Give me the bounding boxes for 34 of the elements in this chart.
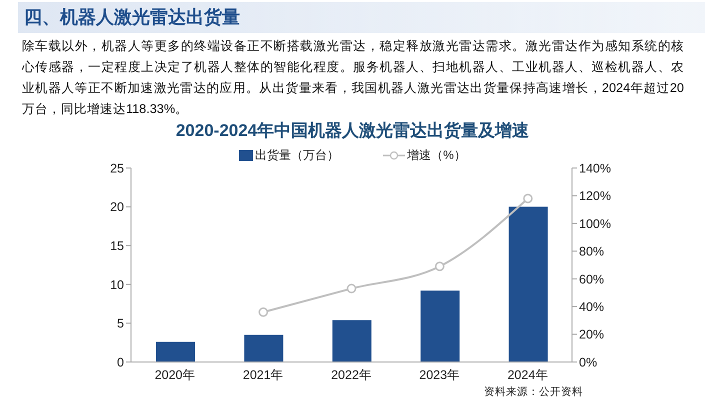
bar xyxy=(244,334,284,362)
x-tick-label: 2020年 xyxy=(154,368,196,382)
y2-tick-label: 60% xyxy=(579,272,604,286)
text: 四、机器人激光雷达出货量 xyxy=(24,6,240,29)
text: 资料来源：公开资料 xyxy=(484,385,583,399)
x-tick-label: 2022年 xyxy=(331,368,372,382)
x-tick-label: 2021年 xyxy=(242,368,284,382)
bar xyxy=(420,290,460,362)
text: 除车载以外，机器人等更多的终端设备正不断搭载激光雷达，稳定释放激光雷达需求。激光雷达作为感知系统的核心传感器，一定程度上决定了机器人整体的智能化程度。服务机器人、扫地机器人、工业机器人、巡检机器人、农业机器人等正不断加速激光雷达的应用。从出货量来看，我国机器人激光雷达出货量保持高速增长，2024年超过20万台，同比增速达118.33%。 xyxy=(22,38,684,118)
y-tick-label: 10 xyxy=(110,278,124,292)
y-tick-label: 25 xyxy=(110,161,124,176)
legend-label: 增速（%） xyxy=(407,147,466,164)
chart-title: 2020-2024年中国机器人激光雷达出货量及增速 xyxy=(176,121,530,140)
y2-tick-label: 80% xyxy=(579,244,604,259)
x-tick-label: 2023年 xyxy=(419,368,460,382)
bar xyxy=(156,342,195,362)
bar xyxy=(508,206,548,362)
x-tick-label: 2024年 xyxy=(507,368,548,382)
y-tick-label: 15 xyxy=(110,239,124,254)
y2-tick-label: 100% xyxy=(579,216,611,231)
y2-tick-label: 40% xyxy=(579,300,604,314)
bar xyxy=(332,320,372,362)
legend-label: 出货量（万台） xyxy=(255,147,340,164)
y2-tick-label: 140% xyxy=(579,161,611,176)
point xyxy=(434,262,444,272)
y-tick-label: 0 xyxy=(117,355,124,370)
point xyxy=(523,194,533,204)
y2-tick-label: 20% xyxy=(579,328,604,342)
y-tick-label: 20 xyxy=(110,200,124,214)
y2-tick-label: 120% xyxy=(579,189,611,204)
point xyxy=(346,284,356,294)
point xyxy=(258,307,268,317)
y-tick-label: 5 xyxy=(117,316,124,331)
y2-tick-label: 0% xyxy=(579,355,598,370)
